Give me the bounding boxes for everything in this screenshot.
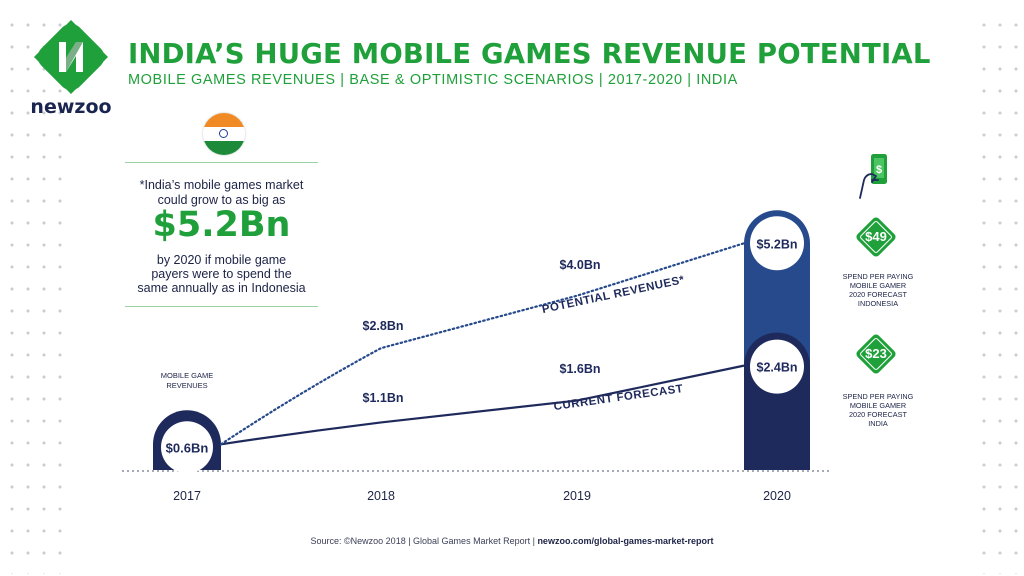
india-note-line: MOBILE GAMER xyxy=(849,401,907,410)
india-note-line: INDIA xyxy=(868,419,888,428)
data-label-2018-current: $1.1Bn xyxy=(363,391,404,405)
indonesia-note-line: MOBILE GAMER xyxy=(849,281,907,290)
callout-line-5: same annually as in Indonesia xyxy=(137,281,306,295)
x-tick-label: 2019 xyxy=(563,489,591,503)
x-tick-label: 2018 xyxy=(367,489,395,503)
page-subtitle: MOBILE GAMES REVENUES | BASE & OPTIMISTI… xyxy=(128,72,738,88)
indonesia-spend-value: $49 xyxy=(865,229,887,244)
value-circle-2017 xyxy=(161,421,213,474)
india-note-line: 2020 FORECAST xyxy=(849,410,907,419)
data-label-2017: $0.6Bn xyxy=(166,440,209,455)
source-footer: Source: ©Newzoo 2018 | Global Games Mark… xyxy=(0,536,1024,546)
callout-divider-top xyxy=(125,162,318,163)
series-label-current: CURRENT FORECAST xyxy=(553,383,684,413)
callout-line-1: *India’s mobile games market xyxy=(139,178,304,192)
data-label-2019-current: $1.6Bn xyxy=(560,362,601,376)
indonesia-spend-note: SPEND PER PAYING MOBILE GAMER 2020 FOREC… xyxy=(830,272,926,308)
value-circle-2020-potential xyxy=(750,216,804,271)
callout-line-2: could grow to as big as xyxy=(157,193,286,207)
value-circle-2020-current xyxy=(750,339,804,394)
series-label-potential: POTENTIAL REVENUES* xyxy=(541,274,686,316)
data-label-2018-potential: $2.8Bn xyxy=(363,319,404,333)
indonesia-spend-badge: $49 xyxy=(855,216,897,258)
mobile-payment-icon: $ xyxy=(859,154,887,199)
callout-divider-bottom xyxy=(125,306,318,307)
callout-line-3: by 2020 if mobile game xyxy=(156,253,287,267)
india-flag-icon xyxy=(203,113,245,155)
page-title: INDIA’S HUGE MOBILE GAMES REVENUE POTENT… xyxy=(128,38,931,70)
indonesia-note-line: SPEND PER PAYING xyxy=(842,272,914,281)
india-note-line: SPEND PER PAYING xyxy=(842,392,914,401)
data-label-2020-potential: $5.2Bn xyxy=(757,237,798,251)
dot-pattern-right xyxy=(976,14,1022,574)
india-spend-note: SPEND PER PAYING MOBILE GAMER 2020 FOREC… xyxy=(830,392,926,428)
x-tick-label: 2017 xyxy=(173,489,201,503)
data-label-2019-potential: $4.0Bn xyxy=(560,258,601,272)
start-label-line-1: MOBILE GAME xyxy=(161,371,214,380)
callout-big-value: $5.2Bn xyxy=(152,205,291,245)
dot-pattern-left xyxy=(4,14,64,574)
newzoo-logo: newzoo xyxy=(28,18,114,118)
india-spend-value: $23 xyxy=(865,346,887,361)
indonesia-note-line: INDONESIA xyxy=(857,299,899,308)
india-spend-badge: $23 xyxy=(855,333,897,375)
logo-text: newzoo xyxy=(30,96,112,118)
svg-text:$: $ xyxy=(876,164,882,176)
potential-revenues-line xyxy=(219,242,746,446)
source-text: Source: ©Newzoo 2018 | Global Games Mark… xyxy=(310,536,538,546)
callout-line-4: payers were to spend the xyxy=(151,267,292,281)
data-label-2020-current: $2.4Bn xyxy=(757,361,798,375)
x-tick-label: 2020 xyxy=(763,489,791,503)
newzoo-logo-icon xyxy=(34,20,108,94)
source-link[interactable]: newzoo.com/global-games-market-report xyxy=(537,536,714,546)
start-label-line-2: REVENUES xyxy=(166,381,207,390)
indonesia-note-line: 2020 FORECAST xyxy=(849,290,907,299)
current-forecast-line xyxy=(220,364,745,446)
